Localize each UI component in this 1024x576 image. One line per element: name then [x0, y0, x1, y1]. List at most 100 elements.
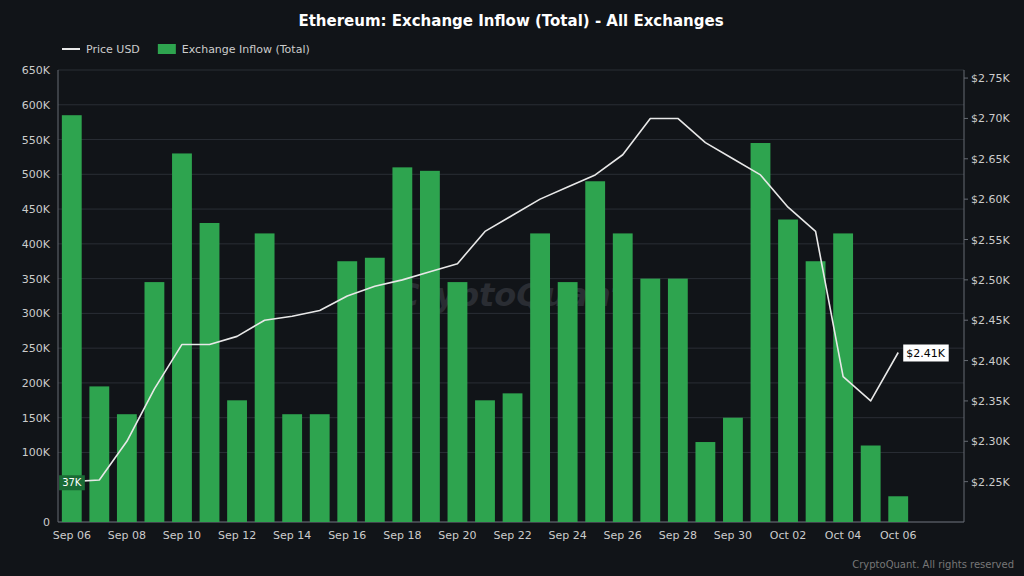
- x-tick-label: Oct 04: [825, 529, 862, 542]
- bar: [695, 442, 715, 522]
- x-tick-label: Sep 08: [108, 529, 146, 542]
- y2-tick-label: $2.50K: [971, 274, 1010, 287]
- y2-tick-label: $2.75K: [971, 72, 1010, 85]
- x-tick-label: Sep 20: [438, 529, 476, 542]
- bar: [668, 279, 688, 522]
- y2-tick-label: $2.30K: [971, 435, 1010, 448]
- legend-line: [62, 48, 80, 50]
- y-axis-line: [58, 70, 59, 522]
- y2-tick: [964, 360, 968, 361]
- bar: [640, 279, 660, 522]
- grid-line: [58, 209, 964, 210]
- bar: [200, 223, 220, 522]
- x-tick-label: Sep 28: [659, 529, 697, 542]
- y2-tick-label: $2.45K: [971, 314, 1010, 327]
- marks: [62, 115, 908, 522]
- bar: [778, 220, 798, 522]
- x-tick-label: Sep 16: [328, 529, 366, 542]
- y-tick-label: 150K: [22, 412, 51, 425]
- y2-tick: [964, 239, 968, 240]
- y-tick-label: 300K: [22, 307, 51, 320]
- background: [0, 0, 1024, 576]
- legend: Price USD Exchange Inflow (Total): [62, 43, 310, 56]
- y2-tick: [964, 199, 968, 200]
- grid-line: [58, 243, 964, 244]
- grid-line: [58, 348, 964, 349]
- y-tick-label: 250K: [22, 342, 51, 355]
- legend-label: Exchange Inflow (Total): [182, 43, 310, 56]
- annotation-box: [59, 475, 85, 490]
- y2-tick-label: $2.65K: [971, 153, 1010, 166]
- y2-tick: [964, 400, 968, 401]
- x-tick-label: Oct 06: [880, 529, 917, 542]
- annotation: 37K: [59, 475, 85, 490]
- bar: [365, 258, 385, 522]
- bar: [282, 414, 302, 522]
- bar: [861, 446, 881, 522]
- bar: [62, 115, 82, 522]
- legend-label: Price USD: [86, 43, 140, 56]
- bar: [448, 282, 468, 522]
- annotation-box: [903, 345, 948, 362]
- legend-swatch: [158, 44, 176, 54]
- source: CryptoQuant. All rights reserved: [852, 559, 1014, 570]
- y2-tick: [964, 78, 968, 79]
- x-tick-label: Sep 12: [218, 529, 256, 542]
- x-tick-label: Sep 24: [549, 529, 587, 542]
- x-tick-label: Sep 06: [53, 529, 91, 542]
- y2-tick: [964, 158, 968, 159]
- y2-tick-label: $2.40K: [971, 355, 1010, 368]
- y-tick-label: 0: [43, 516, 50, 529]
- y2-tick-label: $2.55K: [971, 234, 1010, 247]
- bar: [723, 418, 743, 522]
- grid-line: [58, 70, 964, 71]
- bar: [585, 181, 605, 522]
- x-tick-label: Sep 26: [604, 529, 642, 542]
- y2-tick: [964, 441, 968, 442]
- annotation-text: 37K: [62, 477, 82, 488]
- y2-tick: [964, 279, 968, 280]
- x-tick-label: Sep 30: [714, 529, 752, 542]
- bar: [227, 400, 247, 522]
- bar: [806, 261, 826, 522]
- bar: [888, 496, 908, 522]
- x-tick-label: Sep 14: [273, 529, 311, 542]
- bar: [172, 153, 192, 522]
- title: Ethereum: Exchange Inflow (Total) - All …: [298, 12, 723, 30]
- annotations: 37K $2.41K: [59, 345, 949, 491]
- bar: [117, 414, 137, 522]
- y-tick-label: 200K: [22, 377, 51, 390]
- annotation-text: $2.41K: [906, 347, 945, 360]
- y2-tick-label: $2.60K: [971, 193, 1010, 206]
- bar: [255, 233, 275, 522]
- bar: [751, 143, 771, 522]
- bar: [420, 171, 440, 522]
- price-line: [72, 118, 898, 481]
- grid-line: [58, 382, 964, 383]
- bar: [89, 386, 109, 522]
- bar: [392, 167, 412, 522]
- grid: [58, 70, 964, 522]
- axes: 0100K150K200K250K300K350K400K450K500K550…: [22, 64, 1011, 542]
- y-tick-label: 500K: [22, 168, 51, 181]
- bar: [530, 233, 550, 522]
- y2-tick-label: $2.35K: [971, 395, 1010, 408]
- x-tick-label: Sep 22: [493, 529, 531, 542]
- y2-axis-line: [964, 70, 965, 522]
- bar: [475, 400, 495, 522]
- y2-tick: [964, 481, 968, 482]
- y2-tick: [964, 118, 968, 119]
- annotation: $2.41K: [903, 345, 948, 362]
- y-tick-label: 400K: [22, 238, 51, 251]
- y-tick-label: 600K: [22, 99, 51, 112]
- y-tick-label: 450K: [22, 203, 51, 216]
- y2-tick: [964, 320, 968, 321]
- y2-tick-label: $2.25K: [971, 476, 1010, 489]
- y-tick-label: 100K: [22, 446, 51, 459]
- bar: [558, 282, 578, 522]
- y2-tick-label: $2.70K: [971, 112, 1010, 125]
- grid-line: [58, 139, 964, 140]
- bar: [613, 233, 633, 522]
- bar: [503, 393, 523, 522]
- y-tick-label: 350K: [22, 273, 51, 286]
